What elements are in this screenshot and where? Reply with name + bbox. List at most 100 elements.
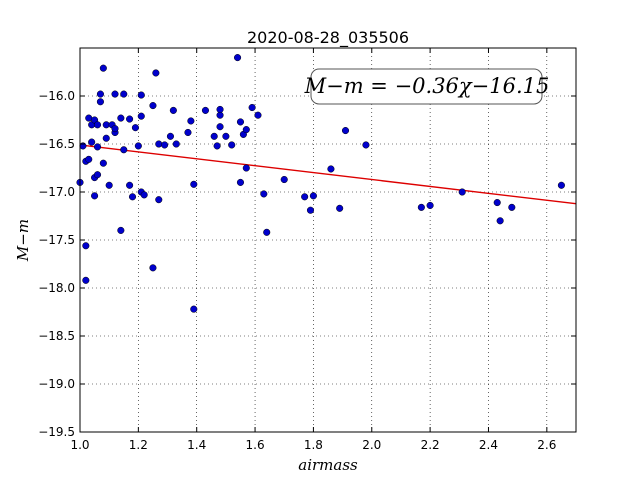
x-tick-label: 1.8	[304, 438, 323, 452]
x-tick-label: 2.4	[479, 438, 498, 452]
data-point	[91, 192, 99, 200]
data-point	[117, 226, 125, 234]
data-point	[166, 132, 174, 140]
y-tick-label: −19.0	[38, 377, 75, 391]
data-point	[93, 171, 102, 179]
data-point	[187, 117, 195, 125]
y-tick-label: −18.5	[38, 329, 75, 343]
annotation-text: M−m = −0.36χ−16.15	[304, 74, 550, 98]
data-point	[152, 69, 160, 77]
data-points	[76, 54, 565, 313]
data-point	[155, 196, 163, 204]
data-point	[234, 54, 242, 62]
data-point	[184, 128, 192, 137]
data-point	[99, 159, 107, 167]
data-point	[172, 140, 180, 148]
data-point	[508, 203, 516, 211]
data-point	[137, 112, 145, 120]
data-point	[280, 175, 288, 184]
x-tick-label: 1.6	[246, 438, 265, 452]
data-point	[222, 132, 230, 140]
axis-ticks: 1.0 1.2 1.4 1.6 1.8 2.0 2.2 2.4 2.6 −16.0 −16.5 −17…	[38, 48, 576, 452]
data-point	[131, 124, 139, 132]
data-point	[93, 121, 102, 129]
x-tick-label: 1.4	[187, 438, 206, 452]
data-point	[169, 106, 177, 114]
y-tick-label: −17.5	[38, 233, 75, 247]
data-point	[336, 204, 344, 212]
data-point	[248, 103, 256, 112]
data-point	[213, 142, 221, 150]
data-point	[236, 118, 245, 126]
data-point	[306, 206, 315, 214]
data-point	[190, 180, 198, 188]
fit-line	[79, 144, 577, 205]
data-point	[260, 190, 268, 198]
data-point	[93, 143, 102, 151]
data-point	[190, 305, 198, 313]
data-point	[341, 127, 350, 135]
chart-title: 2020-08-28_035506	[247, 28, 409, 48]
data-point	[242, 126, 250, 134]
y-tick-label: −16.0	[38, 89, 75, 103]
data-point	[242, 164, 250, 172]
data-point	[236, 178, 245, 186]
y-axis-label: M−m	[14, 219, 32, 262]
y-tick-label: −19.5	[38, 425, 75, 439]
data-point	[263, 228, 271, 236]
data-point	[493, 199, 501, 207]
data-point	[216, 123, 224, 131]
x-tick-label: 1.0	[70, 438, 89, 452]
data-point	[140, 191, 148, 199]
y-tick-label: −16.5	[38, 137, 75, 151]
data-point	[327, 165, 335, 173]
data-point	[88, 138, 96, 146]
data-point	[96, 90, 104, 98]
data-point	[309, 192, 317, 200]
data-point	[126, 115, 134, 123]
x-tick-label: 2.2	[421, 438, 440, 452]
fit-line-layer	[79, 144, 577, 205]
grid-lines	[79, 48, 576, 433]
data-point	[254, 111, 262, 119]
data-point	[82, 242, 90, 250]
data-point	[149, 264, 157, 272]
data-point	[102, 134, 110, 142]
data-point	[426, 201, 434, 209]
data-point	[105, 181, 113, 189]
data-point	[161, 141, 169, 149]
data-point	[120, 146, 128, 154]
x-tick-label: 1.2	[129, 438, 148, 452]
data-point	[362, 141, 370, 149]
data-point	[210, 132, 218, 140]
data-point	[99, 64, 107, 72]
data-point	[417, 203, 425, 211]
data-point	[149, 102, 157, 110]
y-tick-label: −17.0	[38, 185, 75, 199]
annotation-box	[310, 68, 543, 105]
data-point	[96, 98, 104, 106]
data-point	[111, 90, 119, 98]
data-point	[82, 276, 90, 284]
y-tick-label: −18.0	[38, 281, 75, 295]
data-point	[128, 193, 137, 201]
data-point	[126, 181, 134, 189]
data-point	[85, 155, 93, 163]
fit-annotation: M−m = −0.36χ−16.15	[304, 68, 550, 105]
data-point	[557, 181, 565, 189]
data-point	[111, 125, 119, 133]
x-axis-label: airmass	[298, 456, 358, 474]
data-point	[301, 193, 309, 201]
data-point	[120, 90, 128, 98]
x-tick-label: 2.0	[362, 438, 381, 452]
data-point	[117, 114, 125, 122]
data-point	[216, 105, 224, 113]
data-point	[228, 141, 236, 149]
x-tick-label: 2.6	[537, 438, 556, 452]
data-point	[134, 142, 142, 150]
data-point	[458, 188, 466, 196]
data-point	[137, 91, 145, 99]
data-point	[496, 217, 504, 225]
data-point	[201, 106, 210, 114]
